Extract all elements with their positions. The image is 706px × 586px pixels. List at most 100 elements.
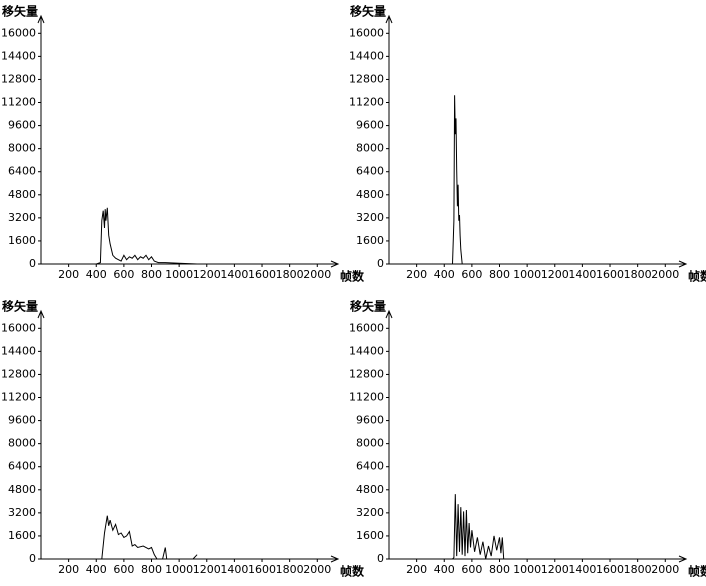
y-tick-label: 14400	[349, 344, 384, 357]
x-tick-label: 1000	[165, 563, 193, 576]
x-tick-label: 2000	[303, 268, 331, 281]
x-tick-label: 1200	[541, 268, 569, 281]
y-tick-label: 12800	[349, 72, 384, 85]
x-tick-label: 1400	[568, 563, 596, 576]
x-tick-label: 200	[406, 268, 427, 281]
y-tick-label: 0	[29, 552, 36, 565]
y-tick-label: 0	[377, 257, 384, 270]
y-tick-label: 11200	[349, 391, 384, 404]
y-tick-label: 14400	[1, 49, 36, 62]
y-tick-label: 9600	[8, 119, 36, 132]
x-axis-label: 帧数	[340, 269, 365, 284]
x-tick-label: 1000	[165, 268, 193, 281]
y-tick-label: 11200	[349, 96, 384, 109]
y-tick-label: 4800	[8, 483, 36, 496]
x-tick-label: 200	[58, 268, 79, 281]
y-axis-arrow	[37, 309, 45, 319]
x-tick-label: 400	[86, 268, 107, 281]
y-tick-label: 9600	[8, 414, 36, 427]
y-tick-label: 11200	[1, 391, 36, 404]
y-tick-label: 8000	[8, 142, 36, 155]
y-axis-label: 移矢量	[2, 4, 38, 19]
x-tick-label: 800	[141, 268, 162, 281]
y-tick-label: 9600	[356, 119, 384, 132]
y-tick-label: 8000	[8, 437, 36, 450]
y-tick-label: 12800	[1, 72, 36, 85]
y-tick-label: 0	[29, 257, 36, 270]
y-tick-label: 12800	[349, 367, 384, 380]
y-tick-label: 1600	[356, 234, 384, 247]
x-tick-label: 2000	[303, 563, 331, 576]
y-tick-label: 1600	[8, 234, 36, 247]
x-tick-label: 1200	[193, 563, 221, 576]
x-axis-arrow	[330, 555, 340, 563]
x-tick-label: 1000	[513, 268, 541, 281]
y-tick-label: 3200	[356, 211, 384, 224]
y-tick-label: 3200	[356, 506, 384, 519]
y-tick-label: 14400	[349, 49, 384, 62]
x-axis-arrow	[678, 555, 688, 563]
y-axis-label: 移矢量	[350, 299, 386, 314]
y-tick-label: 3200	[8, 211, 36, 224]
x-tick-label: 200	[58, 563, 79, 576]
y-tick-label: 9600	[356, 414, 384, 427]
y-tick-label: 16000	[1, 321, 36, 334]
y-tick-label: 11200	[1, 96, 36, 109]
y-axis-arrow	[385, 309, 393, 319]
data-line	[389, 494, 546, 560]
x-tick-label: 1800	[276, 563, 304, 576]
x-tick-label: 1400	[568, 268, 596, 281]
x-tick-label: 1400	[220, 268, 248, 281]
x-tick-label: 2000	[651, 563, 679, 576]
x-axis-label: 帧数	[688, 564, 706, 579]
y-tick-label: 16000	[349, 26, 384, 39]
y-axis-label: 移矢量	[350, 4, 386, 19]
y-tick-label: 6400	[356, 165, 384, 178]
y-tick-label: 6400	[8, 165, 36, 178]
y-tick-label: 6400	[356, 460, 384, 473]
data-line	[41, 207, 198, 265]
y-tick-label: 8000	[356, 142, 384, 155]
x-tick-label: 1000	[513, 563, 541, 576]
y-tick-label: 8000	[356, 437, 384, 450]
x-tick-label: 1800	[624, 268, 652, 281]
y-tick-label: 0	[377, 552, 384, 565]
x-tick-label: 400	[86, 563, 107, 576]
y-tick-label: 1600	[8, 529, 36, 542]
x-axis-label: 帧数	[688, 269, 706, 284]
x-tick-label: 600	[113, 268, 134, 281]
x-tick-label: 400	[434, 268, 455, 281]
x-tick-label: 1400	[220, 563, 248, 576]
x-tick-label: 1600	[596, 268, 624, 281]
x-tick-label: 800	[489, 268, 510, 281]
x-tick-label: 1200	[193, 268, 221, 281]
y-tick-label: 3200	[8, 506, 36, 519]
y-axis-arrow	[37, 14, 45, 24]
y-tick-label: 1600	[356, 529, 384, 542]
y-axis-label: 移矢量	[2, 299, 38, 314]
y-tick-label: 14400	[1, 344, 36, 357]
x-tick-label: 600	[461, 563, 482, 576]
x-tick-label: 1600	[248, 268, 276, 281]
data-line	[41, 515, 198, 560]
x-tick-label: 2000	[651, 268, 679, 281]
x-tick-label: 1600	[596, 563, 624, 576]
y-tick-label: 16000	[1, 26, 36, 39]
x-tick-label: 1200	[541, 563, 569, 576]
y-tick-label: 6400	[8, 460, 36, 473]
y-tick-label: 12800	[1, 367, 36, 380]
x-tick-label: 400	[434, 563, 455, 576]
x-axis-label: 帧数	[340, 564, 365, 579]
x-tick-label: 1600	[248, 563, 276, 576]
y-tick-label: 4800	[356, 188, 384, 201]
x-tick-label: 800	[489, 563, 510, 576]
x-tick-label: 1800	[624, 563, 652, 576]
x-tick-label: 200	[406, 563, 427, 576]
y-tick-label: 16000	[349, 321, 384, 334]
x-tick-label: 800	[141, 563, 162, 576]
x-tick-label: 1800	[276, 268, 304, 281]
y-tick-label: 4800	[8, 188, 36, 201]
data-line	[389, 95, 546, 265]
